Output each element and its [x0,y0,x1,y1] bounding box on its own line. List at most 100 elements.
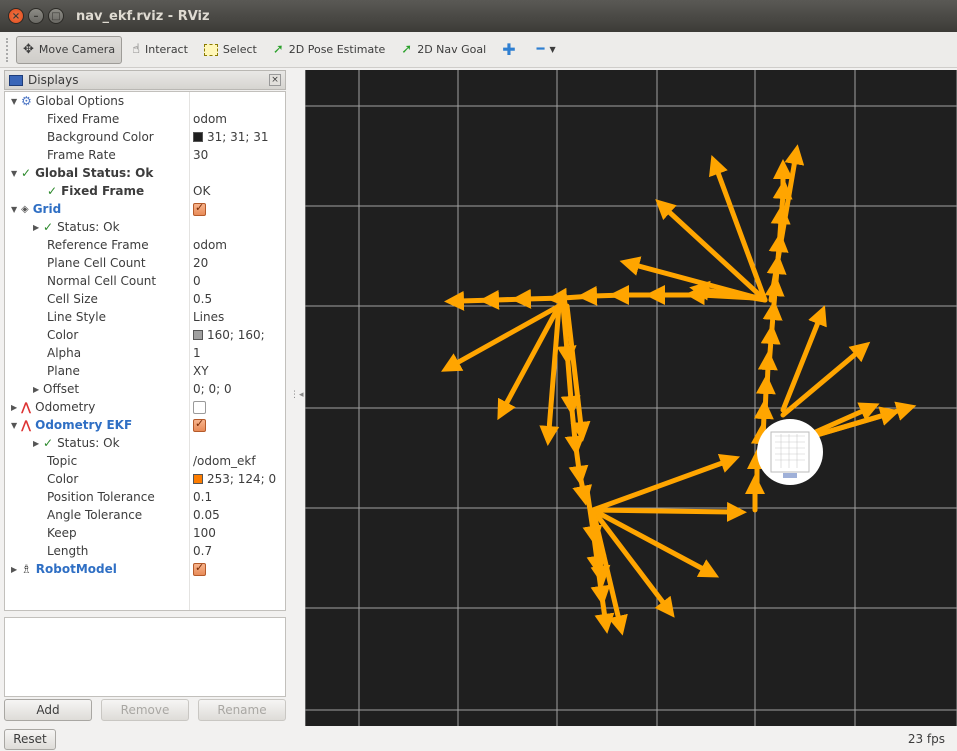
tree-row-global-status[interactable]: ▼ ✓ Global Status: Ok [5,164,285,182]
tree-row-grid-color[interactable]: Color 160; 160; [5,326,285,344]
add-tool-button[interactable]: ✚ [496,36,526,64]
frame-rate-label: Frame Rate [47,148,116,162]
offset-value[interactable]: 0; 0; 0 [193,382,232,396]
pose-estimate-button[interactable]: ➚ 2D Pose Estimate [267,36,391,64]
tree-row-status-fixed-frame[interactable]: ✓ Fixed Frame OK [5,182,285,200]
offset-label: Offset [43,382,80,396]
tree-row-odometry-ekf[interactable]: ▼ ⋀ Odometry EKF [5,416,285,434]
remove-button[interactable]: Remove [101,699,189,721]
background-color-value[interactable]: 31; 31; 31 [207,130,269,144]
expand-arrow-icon[interactable]: ▼ [11,420,18,430]
toolbar: ✥ Move Camera ☝ Interact Select ➚ 2D Pos… [0,32,957,68]
odometry-arrow [755,374,776,418]
odometry-enable-checkbox[interactable] [193,400,206,414]
tree-row-angle-tolerance[interactable]: Angle Tolerance 0.05 [5,506,285,524]
expand-arrow-icon[interactable]: ▼ [11,204,18,214]
displays-panel-header: Displays × [4,70,286,90]
tree-row-plane-cell-count[interactable]: Plane Cell Count 20 [5,254,285,272]
odometry-arrow [772,179,793,223]
tree-row-background-color[interactable]: Background Color 31; 31; 31 [5,128,285,146]
nav-goal-button[interactable]: ➚ 2D Nav Goal [395,36,492,64]
maximize-window-icon[interactable]: □ [48,8,64,24]
grid-color-value[interactable]: 160; 160; [207,328,265,342]
angle-tolerance-value[interactable]: 0.05 [193,508,220,522]
odometry-ekf-enable-checkbox[interactable] [193,417,206,432]
odometry-arrow [568,437,589,486]
select-button[interactable]: Select [198,36,263,64]
expand-arrow-icon[interactable]: ▶ [11,402,18,412]
tree-row-length[interactable]: Length 0.7 [5,542,285,560]
odometry-arrow [582,487,603,546]
toolbar-grip[interactable] [6,37,10,62]
reset-button[interactable]: Reset [4,728,56,750]
grid-label: Grid [32,202,62,216]
expand-arrow-icon[interactable]: ▼ [11,96,18,106]
tree-row-topic[interactable]: Topic /odom_ekf [5,452,285,470]
ekf-color-value[interactable]: 253; 124; 0 [207,472,277,486]
interact-button[interactable]: ☝ Interact [126,36,194,64]
odometry-arrow [757,350,778,393]
plane-cell-count-value[interactable]: 20 [193,256,209,270]
add-button[interactable]: Add [4,699,92,721]
fixed-frame-value[interactable]: odom [193,112,227,126]
odometry-icon: ⋀ [21,400,32,414]
tree-row-ekf-status[interactable]: ▶ ✓ Status: Ok [5,434,285,452]
fixed-frame-label: Fixed Frame [47,112,120,126]
tree-row-normal-cell-count[interactable]: Normal Cell Count 0 [5,272,285,290]
plus-icon: ✚ [502,40,516,59]
alpha-value[interactable]: 1 [193,346,201,360]
expand-arrow-icon[interactable]: ▶ [11,564,18,574]
minimize-window-icon[interactable]: – [28,8,44,24]
move-camera-button[interactable]: ✥ Move Camera [16,35,123,64]
plane-value[interactable]: XY [193,364,209,378]
tree-row-grid-status[interactable]: ▶ ✓ Status: Ok [5,218,285,236]
tree-row-cell-size[interactable]: Cell Size 0.5 [5,290,285,308]
tree-row-ekf-color[interactable]: Color 253; 124; 0 [5,470,285,488]
tree-row-reference-frame[interactable]: Reference Frame odom [5,236,285,254]
expand-arrow-icon[interactable]: ▶ [33,222,40,232]
ekf-color-label: Color [47,472,79,486]
rename-button[interactable]: Rename [198,699,286,721]
title-bar: × – □ nav_ekf.rviz - RViz [0,0,957,32]
expand-arrow-icon[interactable]: ▶ [33,438,40,448]
odometry-arrow [590,501,747,522]
background-color-label: Background Color [47,130,154,144]
tree-row-alpha[interactable]: Alpha 1 [5,344,285,362]
position-tolerance-value[interactable]: 0.1 [193,490,213,504]
cell-size-value[interactable]: 0.5 [193,292,213,306]
line-style-value[interactable]: Lines [193,310,225,324]
reference-frame-value[interactable]: odom [193,238,227,252]
tree-row-grid[interactable]: ▼ ◈ Grid [5,200,285,218]
tree-row-robot-model[interactable]: ▶ ♗ RobotModel [5,560,285,578]
tree-row-frame-rate[interactable]: Frame Rate 30 [5,146,285,164]
frame-rate-value[interactable]: 30 [193,148,209,162]
3d-render-view[interactable] [305,70,957,726]
close-window-icon[interactable]: × [8,8,24,24]
alpha-label: Alpha [47,346,82,360]
tree-row-keep[interactable]: Keep 100 [5,524,285,542]
tree-row-plane[interactable]: Plane XY [5,362,285,380]
keep-value[interactable]: 100 [193,526,216,540]
odometry-arrow [556,303,577,366]
tree-row-global-options[interactable]: ▼ ⚙ Global Options [5,92,285,110]
ekf-color-swatch [193,474,203,484]
grid-enable-checkbox[interactable] [193,201,206,216]
robot-model-enable-checkbox[interactable] [193,561,206,576]
length-value[interactable]: 0.7 [193,544,213,558]
tree-row-position-tolerance[interactable]: Position Tolerance 0.1 [5,488,285,506]
position-tolerance-label: Position Tolerance [47,490,155,504]
topic-label: Topic [47,454,78,468]
close-panel-icon[interactable]: × [269,74,281,86]
panel-splitter[interactable]: ⋮◂ [287,70,304,726]
remove-tool-button[interactable]: ━ ▼ [531,36,562,64]
tree-row-line-style[interactable]: Line Style Lines [5,308,285,326]
collapse-arrow-icon[interactable]: ⋮◂ [290,390,304,400]
tree-row-offset[interactable]: ▶ Offset 0; 0; 0 [5,380,285,398]
expand-arrow-icon[interactable]: ▼ [11,168,18,178]
tree-row-odometry[interactable]: ▶ ⋀ Odometry [5,398,285,416]
tree-row-fixed-frame[interactable]: Fixed Frame odom [5,110,285,128]
scene-canvas[interactable] [305,70,957,726]
topic-value[interactable]: /odom_ekf [193,454,256,468]
normal-cell-count-value[interactable]: 0 [193,274,201,288]
expand-arrow-icon[interactable]: ▶ [33,384,40,394]
